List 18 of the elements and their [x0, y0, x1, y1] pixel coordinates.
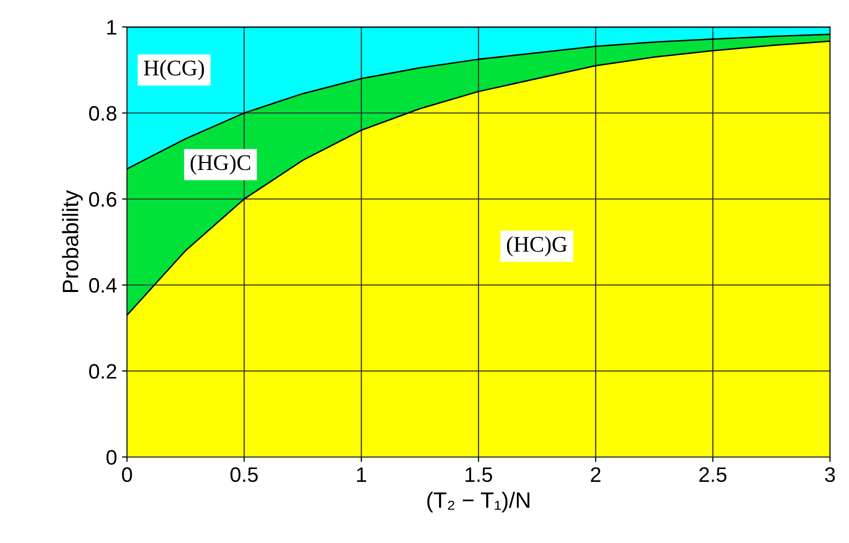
- y-tick-label: 0.4: [89, 278, 117, 293]
- series-label: (HG)C: [190, 154, 250, 175]
- y-tick-label: 1: [107, 20, 116, 35]
- y-tick-label: 0.8: [89, 106, 116, 121]
- y-tick-label: 0.6: [89, 192, 116, 207]
- series-label: H(CG): [144, 60, 204, 80]
- x-tick-label: 3: [825, 467, 835, 482]
- x-tick-label: 0: [122, 467, 132, 482]
- y-axis-title: Probability: [62, 190, 83, 292]
- x-tick-label: 1: [357, 467, 366, 482]
- series-label: (HC)G: [506, 236, 568, 256]
- x-tick-label: 1.5: [466, 467, 492, 482]
- y-tick-label: 0: [106, 450, 116, 465]
- x-tick-label: 2: [590, 467, 600, 482]
- x-axis-title: (T₂ − T₁)/N: [427, 492, 530, 512]
- x-tick-label: 2.5: [699, 467, 726, 482]
- y-tick-label: 0.2: [89, 364, 116, 379]
- x-tick-label: 0.5: [230, 467, 258, 482]
